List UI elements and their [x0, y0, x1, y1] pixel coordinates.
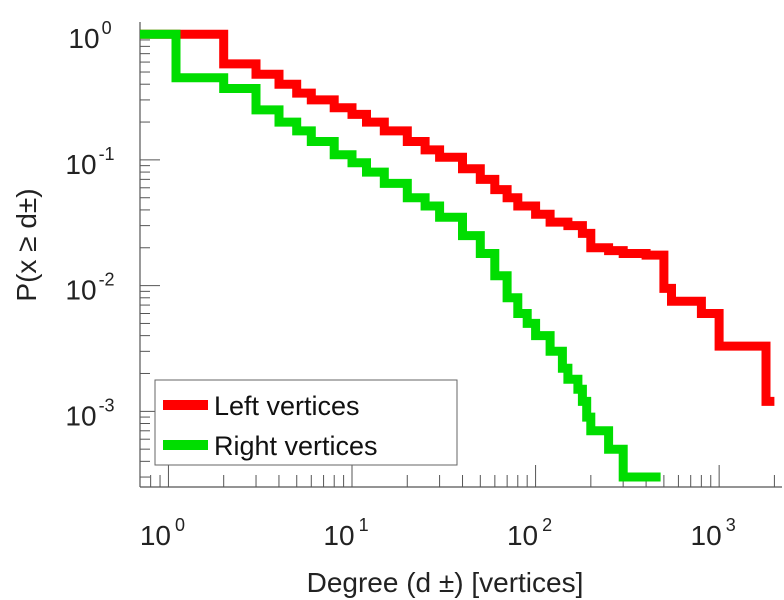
y-tick-label: 10 -2 [65, 270, 114, 306]
y-axis-title: P(x ≥ d±) [11, 188, 42, 301]
legend: Left vertices Right vertices [154, 379, 458, 466]
y-tick-label: 10 0 [68, 18, 111, 54]
series-line-left-vertices [140, 29, 775, 406]
y-tick-label: 10 -3 [65, 395, 114, 431]
series-layer [140, 29, 775, 482]
x-axis-title: Degree (d ±) [vertices] [307, 567, 584, 598]
y-tick-label: 10 -1 [65, 144, 114, 180]
x-tick-label: 10 1 [323, 515, 368, 551]
legend-label: Left vertices [214, 391, 360, 421]
legend-box [154, 379, 458, 466]
x-tick-label: 10 0 [140, 515, 185, 551]
x-tick-label: 10 3 [691, 515, 736, 551]
legend-label: Right vertices [214, 431, 378, 461]
series-line-right-vertices [140, 29, 661, 482]
x-tick-label: 10 2 [507, 515, 552, 551]
